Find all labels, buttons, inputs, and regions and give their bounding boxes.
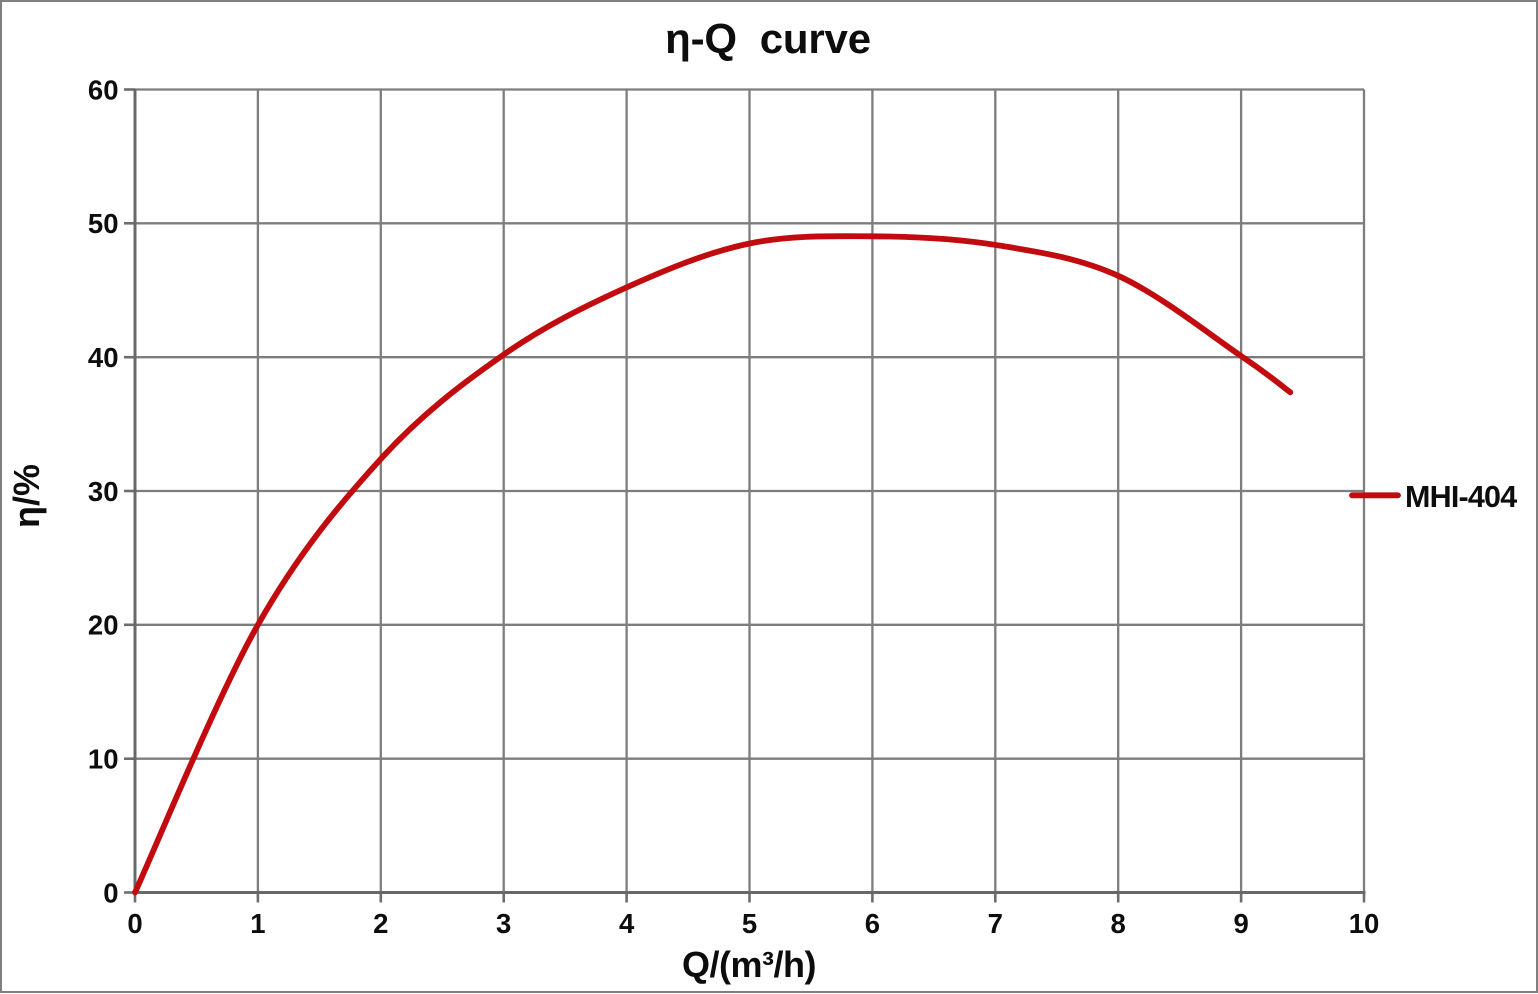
svg-text:8: 8 [1111,908,1126,939]
svg-text:9: 9 [1233,908,1248,939]
svg-text:2: 2 [373,908,388,939]
svg-text:4: 4 [619,908,635,939]
svg-text:0: 0 [127,908,142,939]
svg-text:7: 7 [988,908,1003,939]
svg-text:1: 1 [250,908,265,939]
svg-text:η-Q curve: η-Q curve [665,15,871,62]
svg-text:30: 30 [88,476,119,507]
svg-text:5: 5 [742,908,757,939]
svg-text:6: 6 [865,908,880,939]
svg-text:10: 10 [1349,908,1380,939]
svg-text:3: 3 [496,908,511,939]
svg-text:MHI-404: MHI-404 [1405,480,1517,514]
svg-text:60: 60 [88,74,119,105]
svg-text:50: 50 [88,208,119,239]
svg-text:40: 40 [88,342,119,373]
svg-text:0: 0 [103,877,118,908]
svg-text:η/%: η/% [6,464,47,528]
svg-text:20: 20 [88,610,119,641]
svg-text:Q/(m³/h): Q/(m³/h) [682,944,816,985]
svg-text:10: 10 [88,744,119,775]
